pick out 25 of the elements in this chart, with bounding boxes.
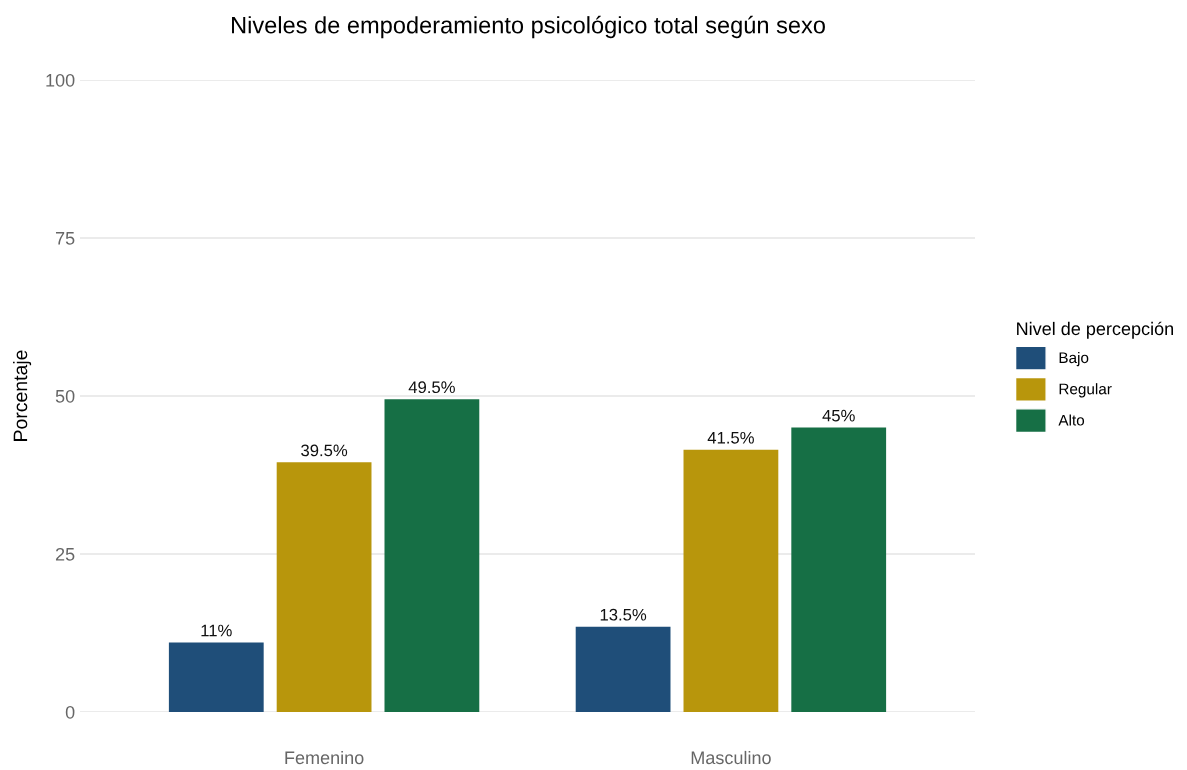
- data-label: 45%: [822, 409, 855, 422]
- data-label: 13.5%: [600, 608, 647, 621]
- legend-label: Bajo: [1059, 351, 1089, 367]
- bar: [384, 399, 480, 712]
- y-tick-label: 50: [55, 389, 75, 403]
- y-axis-title: Porcentaje: [13, 350, 32, 441]
- legend-label: Regular: [1059, 383, 1112, 398]
- data-label: 49.5%: [408, 381, 455, 394]
- data-label: 11%: [201, 624, 232, 637]
- bar: [683, 449, 779, 712]
- y-tick-label: 75: [55, 232, 75, 245]
- bar: [276, 462, 372, 712]
- x-tick-label: Femenino: [285, 750, 364, 765]
- y-tick-label: 25: [55, 547, 75, 561]
- bar: [168, 642, 264, 712]
- legend-title: Nivel de percepción: [1017, 321, 1173, 339]
- legend-label: Alto: [1058, 414, 1085, 426]
- data-label: 39.5%: [301, 444, 348, 457]
- bar: [791, 427, 887, 712]
- x-tick-label: Masculino: [691, 750, 771, 765]
- y-tick-label: 100: [46, 73, 75, 87]
- chart-title: Niveles de empoderamiento psicológico total según sexo: [232, 15, 825, 39]
- bar: [575, 626, 671, 712]
- data-label: 41.5%: [707, 431, 754, 444]
- y-tick-label: 0: [65, 705, 75, 719]
